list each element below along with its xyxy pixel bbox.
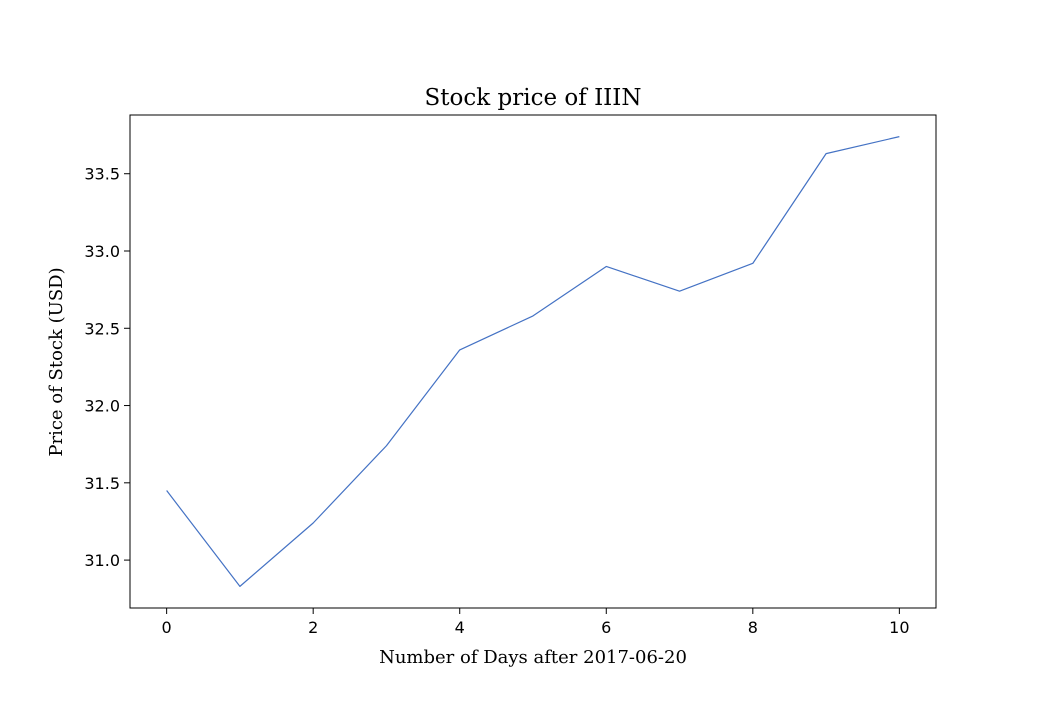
x-tick-label: 6 — [601, 618, 611, 637]
axis-ticks: 0 2 4 6 8 10 31.0 31.5 32.0 32.5 33.0 33.5 — [84, 165, 909, 637]
y-axis-label: Price of Stock (USD) — [46, 267, 67, 456]
y-tick-label: 32.5 — [84, 319, 120, 338]
y-tick-label: 33.5 — [84, 165, 120, 184]
y-tick-label: 31.5 — [84, 474, 120, 493]
y-tick-label: 33.0 — [84, 242, 120, 261]
y-tick-label: 32.0 — [84, 397, 120, 416]
series-group — [166, 136, 900, 587]
x-axis-label: Number of Days after 2017-06-20 — [379, 647, 687, 668]
x-tick-label: 10 — [889, 618, 909, 637]
x-tick-label: 2 — [308, 618, 318, 637]
plot-frame — [129, 114, 937, 609]
x-tick-label: 0 — [162, 618, 172, 637]
y-tick-label: 31.0 — [84, 551, 120, 570]
chart-title: Stock price of IIIN — [425, 85, 642, 111]
price-series-line — [166, 136, 900, 587]
x-tick-label: 4 — [455, 618, 465, 637]
x-tick-label: 8 — [748, 618, 758, 637]
